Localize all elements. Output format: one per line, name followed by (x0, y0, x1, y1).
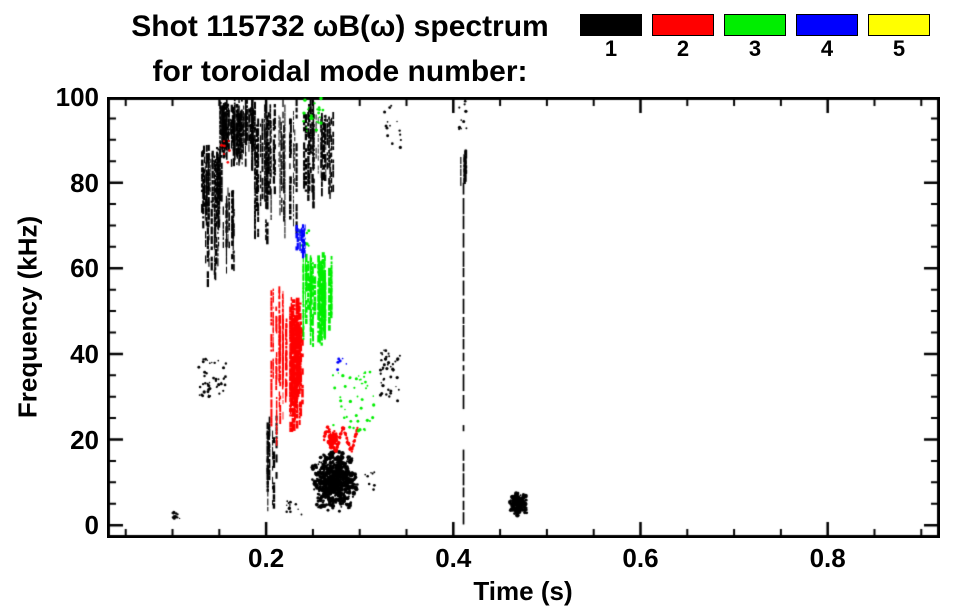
legend-label-2: 2 (676, 36, 690, 61)
y-tick-label: 0 (84, 510, 99, 541)
legend-label-4: 4 (820, 36, 834, 61)
chart-title-line1: Shot 115732 ωB(ω) spectrum (131, 10, 549, 43)
y-tick-label: 40 (70, 338, 99, 369)
y-tick-label: 80 (70, 167, 99, 198)
legend-swatch-1 (580, 14, 642, 36)
legend-item-3: 3 (724, 14, 786, 61)
y-tick-label: 60 (70, 253, 99, 284)
chart-title: Shot 115732 ωB(ω) spectrum for toroidal … (105, 4, 575, 94)
x-tick-label: 0.4 (435, 543, 472, 573)
y-tick-label: 20 (70, 424, 99, 455)
x-tick-label: 0.6 (622, 543, 659, 573)
legend-item-1: 1 (580, 14, 642, 61)
legend-item-5: 5 (868, 14, 930, 61)
chart-title-line2: for toroidal mode number: (152, 55, 528, 88)
legend-label-1: 1 (604, 36, 618, 61)
x-tick-label: 0.2 (248, 543, 285, 573)
legend-swatch-3 (724, 14, 786, 36)
legend-item-4: 4 (796, 14, 858, 61)
legend: 1 2 3 4 5 (580, 14, 930, 61)
legend-label-3: 3 (748, 36, 762, 61)
y-tick-label: 100 (55, 82, 99, 112)
legend-swatch-5 (868, 14, 930, 36)
x-tick-label: 0.8 (809, 543, 846, 573)
spectrogram-canvas (107, 97, 940, 538)
legend-swatch-2 (652, 14, 714, 36)
x-axis-title: Time (s) (473, 576, 573, 606)
legend-swatch-4 (796, 14, 858, 36)
legend-item-2: 2 (652, 14, 714, 61)
y-axis-title: Frequency (kHz) (12, 215, 43, 419)
legend-label-5: 5 (892, 36, 906, 61)
